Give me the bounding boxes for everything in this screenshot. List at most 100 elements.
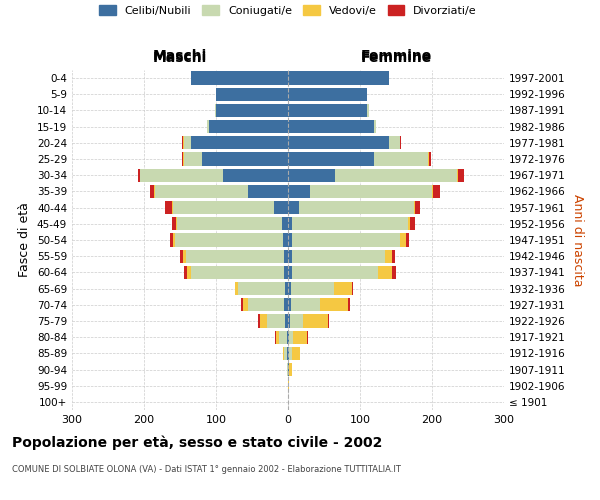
- Bar: [385, 250, 392, 263]
- Bar: [140, 168, 223, 182]
- Bar: [334, 282, 352, 295]
- Bar: [216, 88, 288, 101]
- Bar: [287, 330, 288, 344]
- Bar: [260, 314, 267, 328]
- Bar: [328, 314, 329, 328]
- Bar: [429, 152, 431, 166]
- Bar: [170, 234, 173, 246]
- Bar: [352, 282, 353, 295]
- Bar: [274, 201, 288, 214]
- Bar: [238, 282, 285, 295]
- Bar: [414, 201, 415, 214]
- Bar: [428, 152, 429, 166]
- Bar: [292, 266, 378, 279]
- Bar: [288, 346, 289, 360]
- Bar: [367, 104, 368, 117]
- Bar: [235, 282, 238, 295]
- Bar: [320, 298, 349, 312]
- Bar: [410, 217, 415, 230]
- Bar: [184, 152, 202, 166]
- Text: COMUNE DI SOLBIATE OLONA (VA) - Dati ISTAT 1° gennaio 2002 - Elaborazione TUTTIT: COMUNE DI SOLBIATE OLONA (VA) - Dati IST…: [12, 465, 401, 474]
- Bar: [392, 250, 395, 263]
- Bar: [191, 266, 284, 279]
- Bar: [288, 104, 367, 117]
- Y-axis label: Fasce di età: Fasce di età: [19, 202, 31, 278]
- Bar: [349, 298, 350, 312]
- Bar: [288, 234, 292, 246]
- Bar: [292, 250, 385, 263]
- Bar: [154, 185, 155, 198]
- Bar: [183, 152, 184, 166]
- Bar: [288, 298, 291, 312]
- Bar: [284, 298, 288, 312]
- Bar: [259, 314, 260, 328]
- Bar: [291, 282, 334, 295]
- Bar: [288, 330, 289, 344]
- Bar: [183, 250, 187, 263]
- Bar: [288, 152, 374, 166]
- Bar: [292, 346, 300, 360]
- Bar: [288, 201, 299, 214]
- Text: Maschi: Maschi: [153, 48, 207, 62]
- Bar: [208, 120, 209, 134]
- Bar: [285, 314, 288, 328]
- Bar: [216, 104, 288, 117]
- Bar: [209, 120, 288, 134]
- Text: Maschi: Maschi: [153, 51, 207, 65]
- Bar: [175, 234, 283, 246]
- Bar: [289, 346, 292, 360]
- Bar: [289, 330, 293, 344]
- Bar: [374, 152, 428, 166]
- Bar: [184, 266, 187, 279]
- Bar: [288, 314, 290, 328]
- Bar: [288, 120, 374, 134]
- Bar: [202, 152, 288, 166]
- Bar: [248, 298, 284, 312]
- Bar: [180, 250, 183, 263]
- Bar: [155, 185, 248, 198]
- Bar: [241, 298, 242, 312]
- Bar: [288, 217, 292, 230]
- Bar: [177, 217, 281, 230]
- Bar: [288, 136, 389, 149]
- Bar: [289, 363, 292, 376]
- Bar: [293, 330, 307, 344]
- Bar: [275, 330, 276, 344]
- Bar: [303, 314, 328, 328]
- Bar: [290, 314, 303, 328]
- Bar: [288, 379, 289, 392]
- Bar: [378, 266, 392, 279]
- Bar: [191, 136, 288, 149]
- Bar: [307, 330, 308, 344]
- Bar: [433, 185, 440, 198]
- Bar: [415, 201, 421, 214]
- Bar: [283, 346, 284, 360]
- Bar: [242, 298, 248, 312]
- Bar: [299, 201, 414, 214]
- Bar: [173, 234, 175, 246]
- Bar: [284, 266, 288, 279]
- Bar: [137, 168, 140, 182]
- Bar: [288, 88, 367, 101]
- Bar: [292, 234, 400, 246]
- Bar: [287, 363, 288, 376]
- Bar: [276, 330, 280, 344]
- Bar: [172, 201, 173, 214]
- Bar: [281, 217, 288, 230]
- Bar: [389, 136, 400, 149]
- Bar: [406, 234, 409, 246]
- Bar: [285, 282, 288, 295]
- Bar: [248, 185, 288, 198]
- Bar: [184, 136, 191, 149]
- Bar: [187, 250, 284, 263]
- Bar: [288, 266, 292, 279]
- Bar: [292, 217, 407, 230]
- Text: Femmine: Femmine: [361, 51, 431, 65]
- Bar: [280, 330, 287, 344]
- Bar: [432, 185, 433, 198]
- Text: Popolazione per età, sesso e stato civile - 2002: Popolazione per età, sesso e stato civil…: [12, 435, 382, 450]
- Bar: [182, 152, 183, 166]
- Bar: [172, 217, 176, 230]
- Bar: [407, 217, 410, 230]
- Bar: [191, 72, 288, 85]
